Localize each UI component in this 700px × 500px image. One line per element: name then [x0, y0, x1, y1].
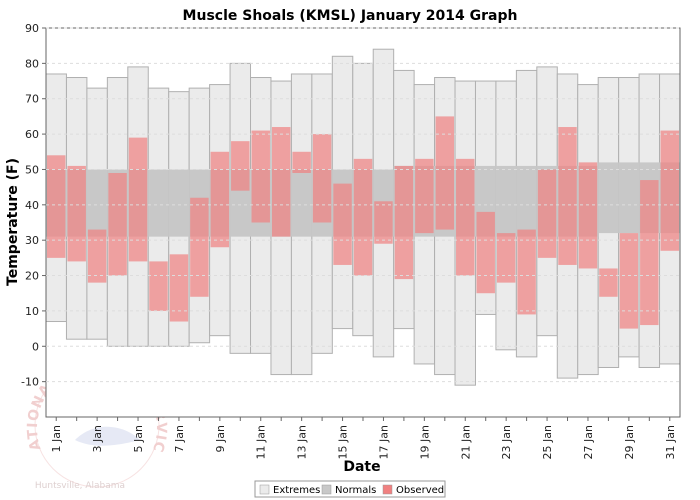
observed-bar	[353, 158, 373, 276]
observed-bar	[394, 165, 414, 280]
x-tick-label: 9 Jan	[214, 425, 227, 452]
y-axis-ticks: -10 0 10 20 30 40 50 60 70 80 90	[21, 22, 46, 389]
observed-bar	[640, 180, 659, 326]
y-tick-label: 50	[25, 163, 39, 176]
observed-bar	[169, 254, 189, 322]
observed-bar	[67, 165, 86, 262]
observed-bar	[456, 158, 475, 276]
observed-bar	[333, 183, 352, 265]
legend-label-observed: Observed	[396, 485, 444, 496]
nws-city-text: Huntsville, Alabama	[35, 481, 125, 491]
observed-bar	[108, 172, 127, 276]
y-gridlines	[46, 27, 680, 383]
y-tick-label: 10	[25, 305, 39, 318]
y-axis-label: Temperature (F)	[5, 158, 21, 286]
observed-bar	[537, 169, 557, 258]
legend-swatch-extremes	[259, 484, 270, 495]
legend-label-extremes: Extremes	[273, 485, 320, 496]
y-tick-label: 40	[25, 199, 39, 212]
observed-bar	[210, 151, 230, 248]
observed-bar	[619, 233, 639, 329]
normals-bar	[598, 162, 619, 234]
x-tick-label: 23 Jan	[500, 425, 513, 459]
y-tick-label: 90	[25, 22, 39, 35]
y-tick-label: 80	[25, 57, 39, 70]
x-tick-label: 11 Jan	[255, 425, 268, 459]
normals-bar	[86, 169, 108, 237]
x-tick-label: 25 Jan	[541, 425, 554, 459]
observed-bar	[415, 158, 434, 234]
observed-bar	[292, 151, 311, 173]
legend-swatch-normals	[321, 484, 332, 495]
x-tick-label: 27 Jan	[582, 425, 595, 459]
legend-box	[254, 480, 446, 498]
observed-bar	[435, 116, 455, 230]
observed-bar	[231, 141, 250, 191]
observed-bar	[251, 130, 270, 223]
normals-bar	[291, 169, 312, 237]
observed-bar	[599, 268, 618, 297]
observed-bar	[312, 134, 332, 223]
x-tick-label: 1 Jan	[50, 425, 63, 452]
observed-bar	[149, 261, 168, 311]
x-axis-label: Date	[343, 459, 380, 475]
normals-bar	[168, 169, 190, 237]
x-tick-label: 31 Jan	[664, 425, 677, 459]
observed-bar	[496, 233, 516, 283]
x-tick-label: 29 Jan	[623, 425, 636, 459]
y-tick-label: -10	[21, 376, 39, 389]
observed-bar	[558, 127, 577, 265]
observed-bar	[128, 137, 148, 262]
normals-bar	[495, 165, 517, 237]
plot-area	[45, 27, 681, 418]
observed-bar	[190, 197, 209, 297]
x-tick-label: 5 Jan	[132, 425, 145, 452]
y-tick-label: 70	[25, 93, 39, 106]
observed-bar	[87, 229, 107, 283]
y-tick-label: 0	[32, 340, 39, 353]
x-tick-label: 3 Jan	[91, 425, 104, 452]
y-tick-label: 30	[25, 234, 39, 247]
x-tick-label: 15 Jan	[337, 425, 350, 459]
observed-bar	[374, 201, 393, 244]
legend-swatch-observed	[382, 484, 393, 495]
x-tick-label: 17 Jan	[377, 425, 390, 459]
observed-bar	[517, 229, 536, 315]
y-tick-label: 60	[25, 128, 39, 141]
x-tick-label: 7 Jan	[173, 425, 186, 452]
x-tick-label: 19 Jan	[418, 425, 431, 459]
normals-bar	[148, 169, 169, 237]
chart-title: Muscle Shoals (KMSL) January 2014 Graph	[183, 8, 518, 24]
observed-bar	[578, 162, 598, 269]
legend: Extremes Normals Observed	[254, 480, 446, 498]
y-tick-label: 20	[25, 270, 39, 283]
observed-bar	[476, 211, 495, 294]
observed-bar	[47, 155, 66, 258]
x-axis-ticks: 1 Jan 3 Jan 5 Jan 7 Jan 9 Jan 11 Jan 13 Jan 15 …	[50, 417, 677, 459]
x-tick-label: 13 Jan	[296, 425, 309, 459]
observed-bar	[271, 127, 291, 237]
x-tick-label: 21 Jan	[459, 425, 472, 459]
legend-label-normals: Normals	[335, 485, 376, 496]
normals-bar	[516, 165, 537, 237]
normals-bar	[618, 162, 640, 234]
observed-bar	[660, 130, 679, 251]
